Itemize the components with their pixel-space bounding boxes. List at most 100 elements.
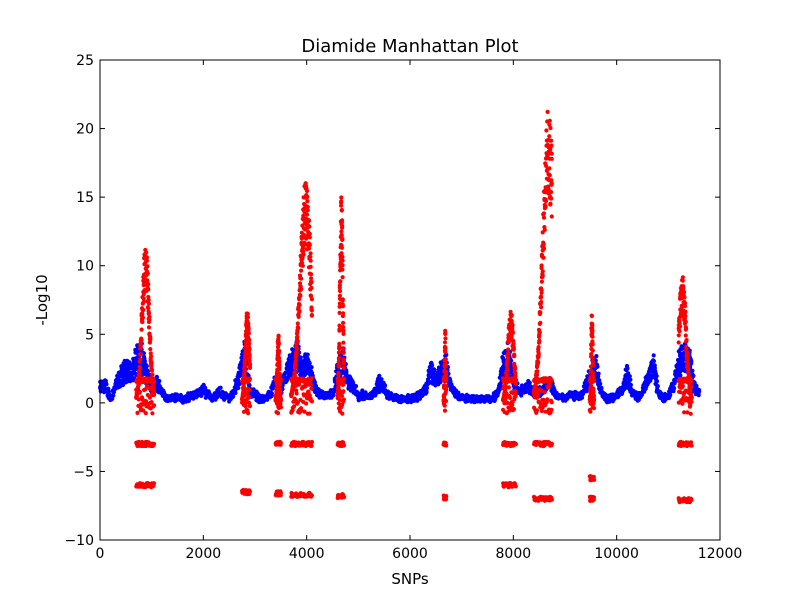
significant-point (537, 330, 542, 335)
significant-point (144, 255, 150, 260)
significant-point (549, 441, 555, 446)
significant-point (295, 339, 300, 344)
significant-point (138, 341, 143, 346)
significant-point (247, 365, 253, 370)
significant-point (303, 384, 308, 389)
significant-point (549, 178, 554, 183)
significant-point (539, 290, 544, 295)
significant-point (508, 395, 513, 400)
significant-point (539, 299, 544, 305)
significant-point (509, 312, 514, 318)
significant-point (539, 408, 545, 414)
significant-point (245, 391, 250, 396)
baseline-point (672, 386, 677, 391)
significant-point (340, 218, 345, 223)
significant-point (149, 354, 154, 359)
significant-point (549, 378, 554, 383)
significant-point (305, 208, 310, 213)
significant-point (339, 393, 344, 399)
baseline-point (215, 395, 220, 400)
baseline-point (424, 390, 429, 395)
baseline-point (689, 359, 694, 364)
significant-point (295, 321, 300, 326)
significant-point (246, 394, 251, 399)
significant-point (510, 330, 515, 335)
significant-point (136, 397, 141, 402)
significant-point (242, 386, 247, 391)
significant-point (545, 109, 550, 114)
significant-point (549, 497, 555, 502)
significant-point (511, 339, 516, 344)
significant-point (544, 163, 549, 168)
significant-point (548, 125, 553, 131)
significant-point (246, 321, 251, 326)
significant-point (442, 340, 448, 345)
significant-point (541, 255, 546, 260)
significant-point (535, 369, 540, 374)
significant-point (147, 314, 152, 319)
baseline-point (424, 385, 430, 391)
significant-point (549, 181, 554, 186)
significant-point (146, 311, 152, 316)
significant-point (293, 361, 298, 367)
significant-point (340, 225, 345, 230)
significant-point (541, 242, 546, 247)
significant-point (243, 404, 248, 409)
significant-point (336, 371, 341, 376)
significant-point (295, 334, 300, 340)
significant-point (443, 360, 448, 365)
baseline-point (498, 385, 503, 390)
significant-point (542, 227, 547, 232)
significant-point (277, 355, 282, 361)
significant-point (591, 393, 596, 398)
significant-point (590, 348, 595, 353)
significant-point (533, 383, 538, 388)
significant-point (300, 263, 305, 268)
significant-point (590, 355, 595, 360)
significant-point (309, 382, 314, 387)
significant-point (338, 279, 343, 284)
significant-point (591, 377, 597, 382)
baseline-point (145, 369, 151, 374)
significant-point (337, 397, 342, 402)
significant-point (245, 311, 250, 316)
significant-point (292, 404, 297, 409)
significant-point (278, 398, 283, 403)
significant-point (549, 196, 554, 201)
significant-point (513, 377, 518, 382)
significant-point (148, 347, 153, 352)
significant-point (149, 368, 155, 373)
significant-point (547, 122, 552, 127)
baseline-point (353, 384, 359, 389)
significant-point (547, 383, 552, 388)
significant-point (298, 293, 303, 298)
significant-point (301, 252, 306, 257)
baseline-point (678, 373, 683, 378)
baseline-point (595, 364, 600, 369)
baseline-point (654, 373, 659, 379)
significant-point (337, 288, 343, 294)
significant-point (146, 287, 151, 292)
significant-point (443, 372, 449, 377)
baseline-point (430, 363, 435, 368)
baseline-point (651, 359, 657, 364)
significant-point (589, 313, 595, 319)
significant-point (535, 395, 540, 400)
significant-point (246, 411, 251, 416)
significant-point (141, 408, 146, 413)
significant-point (506, 351, 511, 356)
significant-point (339, 245, 344, 250)
significant-point (590, 321, 595, 327)
significant-point (539, 305, 544, 310)
baseline-point (519, 393, 524, 398)
significant-point (591, 397, 597, 402)
significant-point (135, 410, 140, 415)
significant-point (309, 439, 314, 445)
significant-point (677, 329, 682, 334)
significant-point (505, 356, 511, 361)
significant-point (341, 340, 346, 345)
baseline-point (236, 385, 241, 391)
baseline-point (655, 384, 660, 389)
significant-point (339, 203, 344, 208)
significant-point (278, 391, 283, 397)
